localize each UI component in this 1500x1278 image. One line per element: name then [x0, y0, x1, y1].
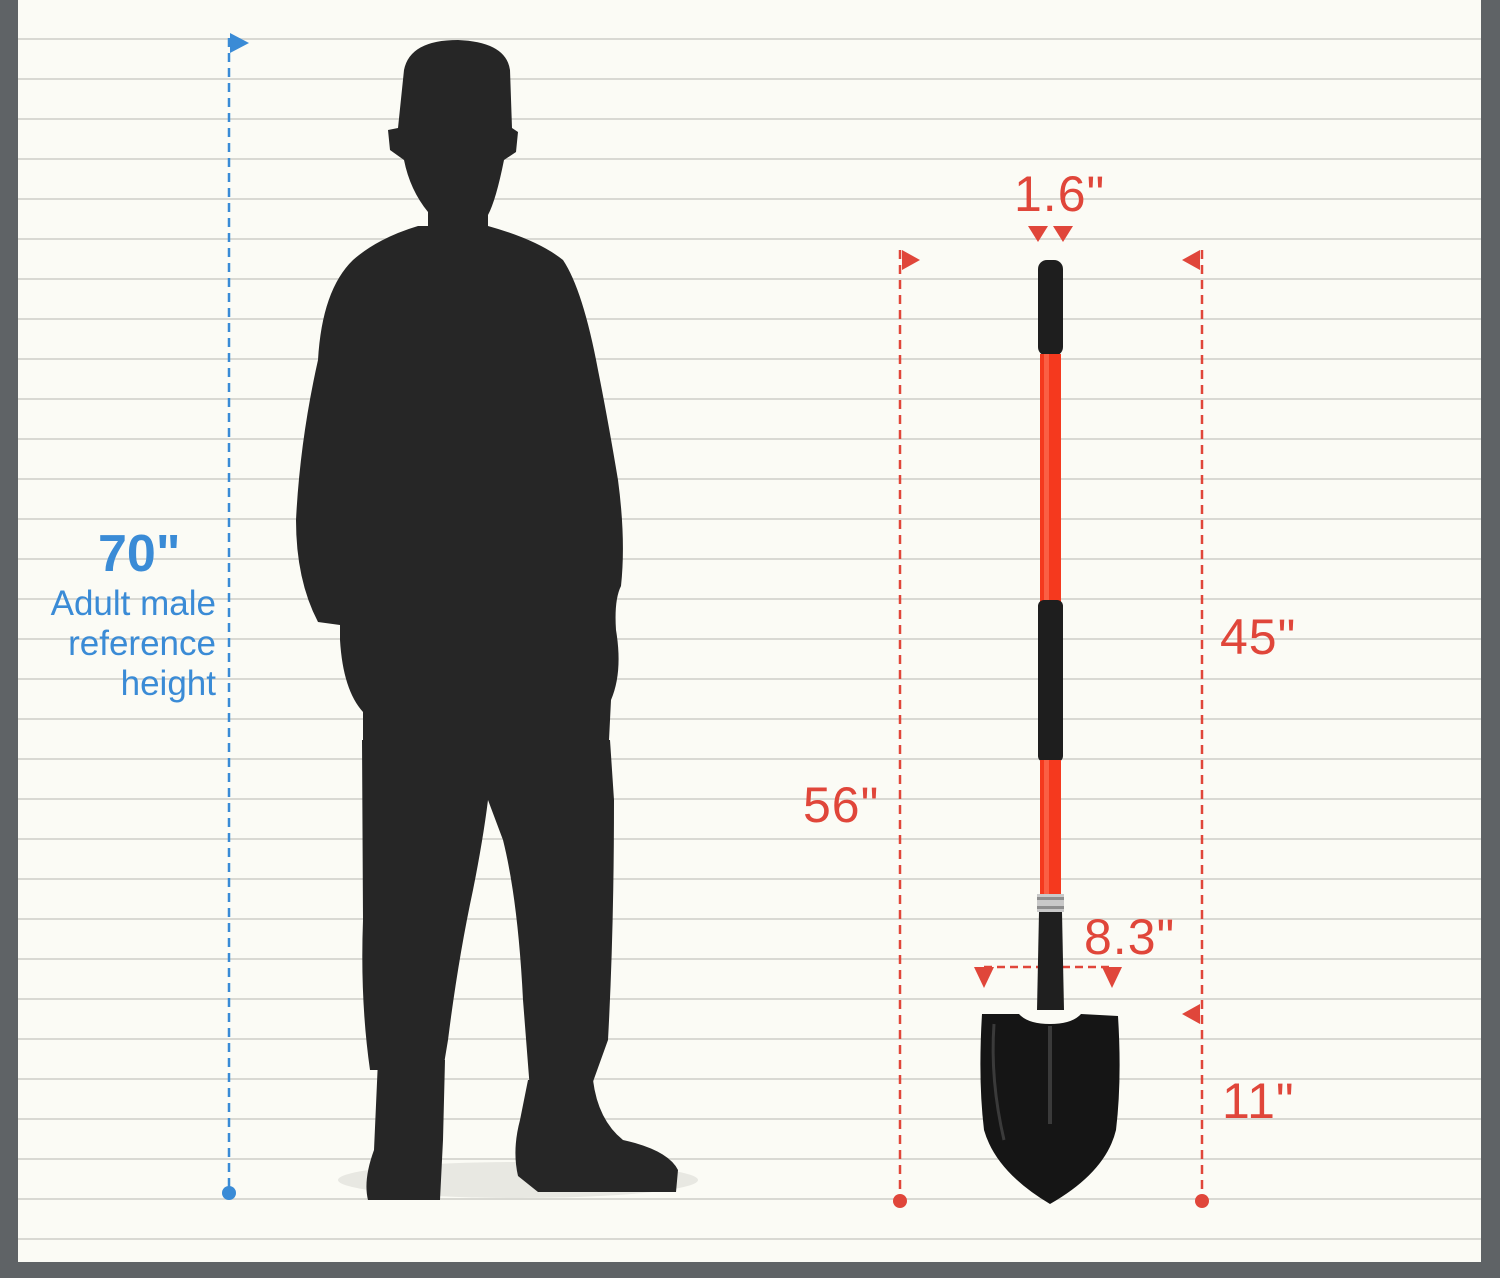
arrow-down-icon — [1053, 226, 1073, 242]
middle-grip — [1038, 600, 1063, 762]
arrow-down-icon — [1102, 967, 1122, 988]
reference-note-line: reference — [68, 624, 216, 663]
dimension-diagram: 70" Adult male reference height 1.6" 56"… — [18, 0, 1481, 1262]
shovel-icon — [980, 260, 1120, 1204]
arrow-marker-icon — [902, 250, 920, 270]
handle-diameter-label: 1.6" — [1014, 166, 1106, 222]
total-length-label: 56" — [803, 777, 880, 833]
ferrule — [1037, 894, 1064, 912]
reference-height-value: 70" — [98, 525, 181, 583]
arrow-down-icon — [974, 967, 994, 988]
base-dot-icon — [1195, 1194, 1209, 1208]
handle-length-dimension-line — [1182, 250, 1209, 1208]
reference-height-line — [222, 33, 249, 1200]
top-grip — [1038, 260, 1063, 356]
reference-note-line: height — [120, 664, 216, 703]
handle-upper — [1040, 354, 1061, 602]
handle-length-label: 45" — [1220, 609, 1297, 665]
diagram-graphics — [222, 33, 1209, 1208]
base-dot-icon — [222, 1186, 236, 1200]
flag-marker-icon — [230, 33, 249, 53]
person-silhouette-icon — [296, 40, 698, 1200]
arrow-down-icon — [1028, 226, 1048, 242]
base-dot-icon — [893, 1194, 907, 1208]
arrow-marker-icon — [1182, 1004, 1200, 1024]
handle-lower — [1040, 760, 1061, 896]
arrow-marker-icon — [1182, 250, 1200, 270]
handle-diameter-markers — [1028, 226, 1073, 242]
reference-note-line: Adult male — [50, 584, 216, 623]
blade-width-label: 8.3" — [1084, 909, 1176, 965]
total-length-dimension-line — [893, 250, 920, 1208]
blade-length-label: 11" — [1222, 1073, 1295, 1129]
reference-height-note: Adult male reference height — [18, 584, 216, 704]
shovel-neck — [1037, 912, 1064, 1010]
